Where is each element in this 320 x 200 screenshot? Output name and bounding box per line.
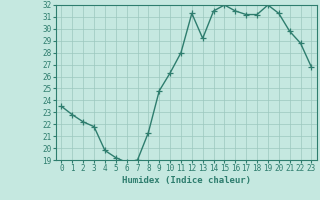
X-axis label: Humidex (Indice chaleur): Humidex (Indice chaleur) [122, 176, 251, 185]
